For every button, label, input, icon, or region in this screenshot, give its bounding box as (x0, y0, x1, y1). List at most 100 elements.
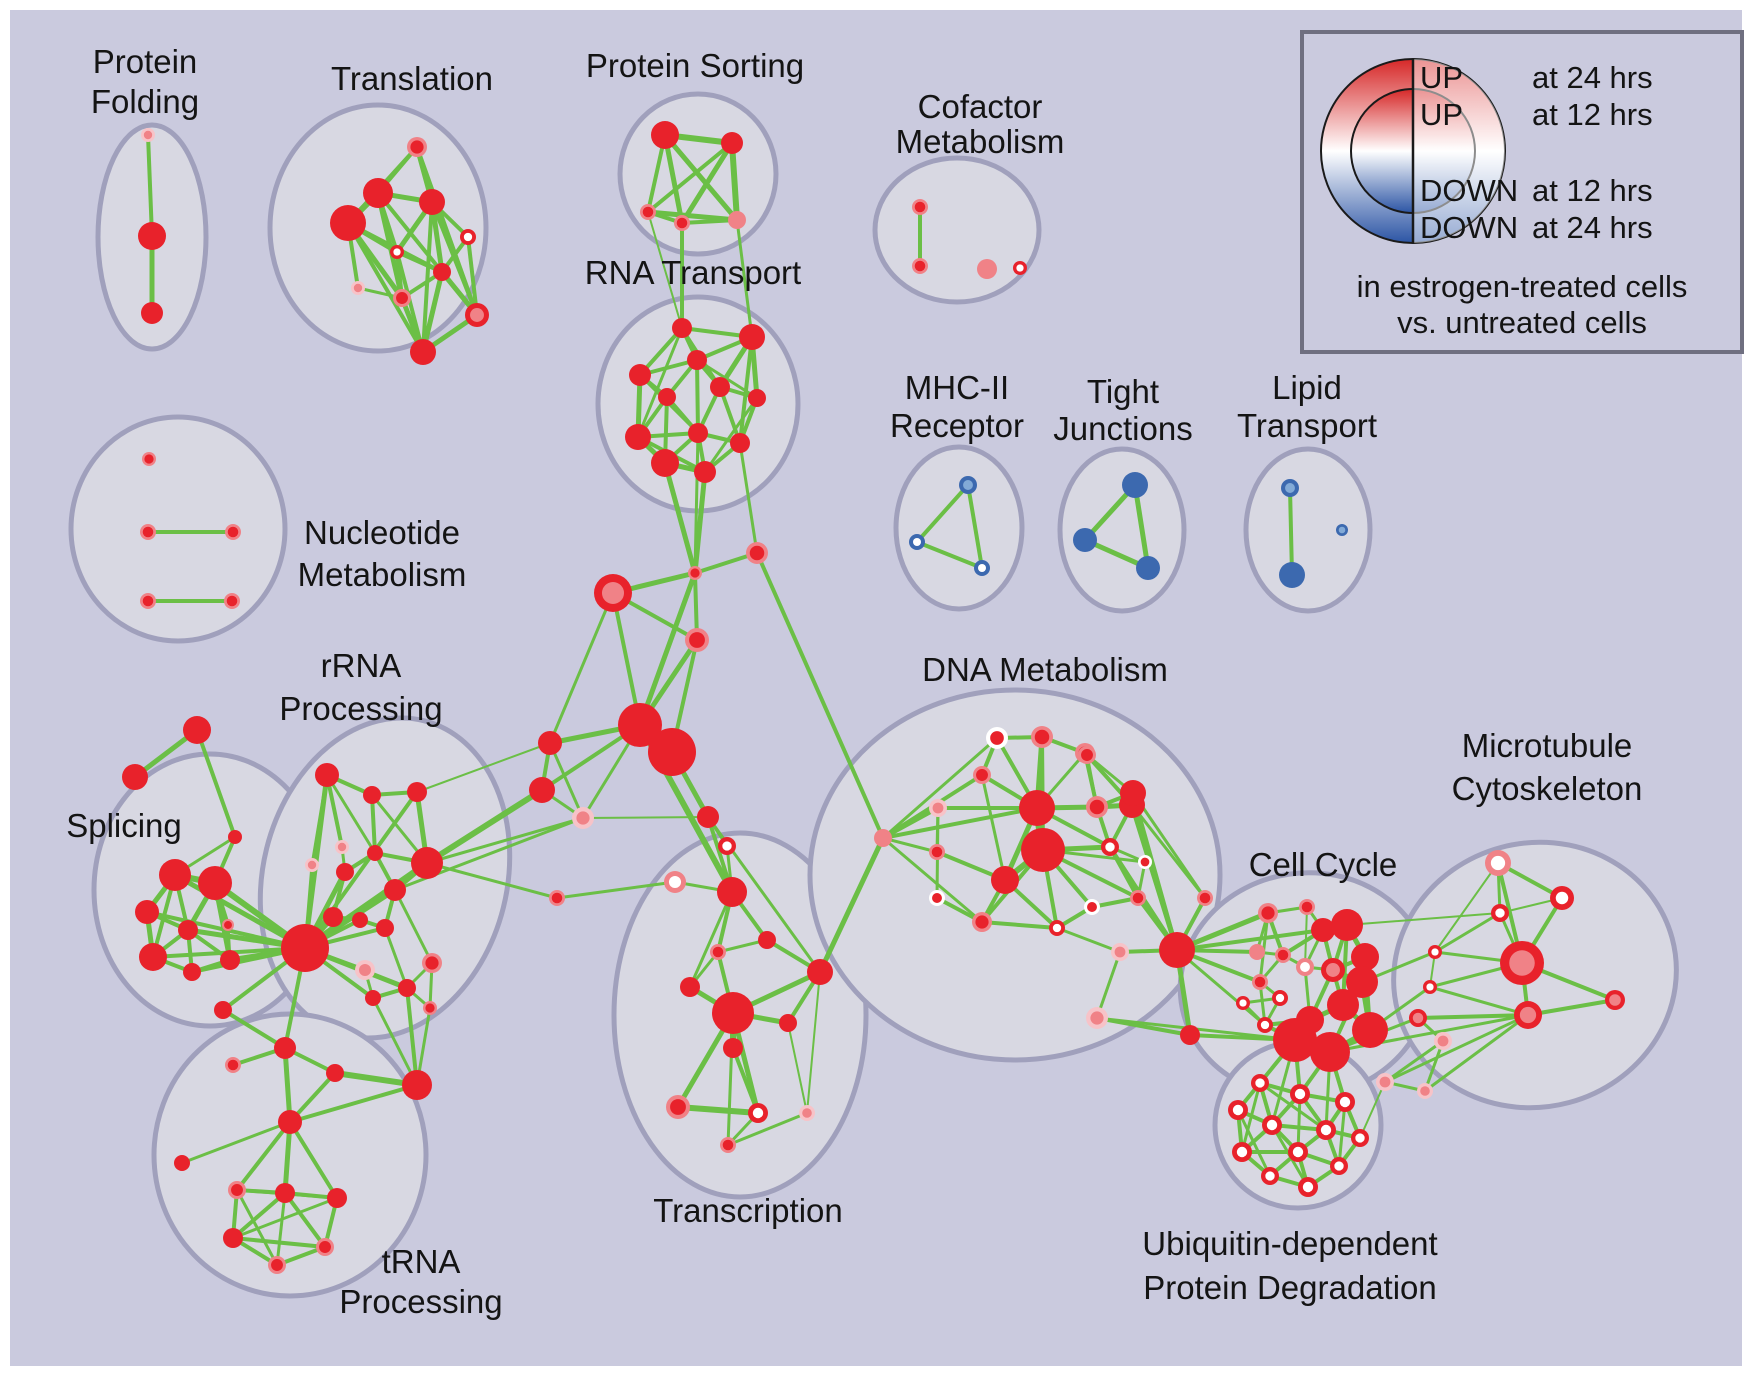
network-node (739, 324, 765, 350)
network-node (178, 920, 198, 940)
network-node-core (470, 308, 484, 322)
network-edge (1383, 1013, 1530, 1084)
network-node-core (1016, 264, 1024, 272)
network-edge (1433, 911, 1502, 954)
network-node-core (1105, 842, 1115, 852)
network-node (658, 388, 676, 406)
cluster-label-cell-cycle: Cell Cycle (1249, 846, 1398, 883)
network-node (697, 806, 719, 828)
network-edge (1288, 486, 1294, 577)
network-node-core (143, 130, 153, 140)
network-edge (1175, 948, 1267, 1027)
network-node (723, 1038, 743, 1058)
network-node-core (1412, 1012, 1424, 1024)
network-node-core (690, 568, 700, 578)
network-node (1021, 828, 1065, 872)
network-node-core (1302, 1181, 1314, 1193)
network-node (680, 977, 700, 997)
network-edge (1346, 912, 1501, 926)
network-node (419, 189, 445, 215)
network-node-core (1232, 1104, 1244, 1116)
network-node (327, 1188, 347, 1208)
network-node-core (931, 846, 943, 858)
network-edge (1055, 926, 1122, 954)
network-node-core (978, 564, 986, 572)
network-node (991, 866, 1019, 894)
network-edge (195, 728, 237, 839)
network-node (1327, 989, 1359, 1021)
network-node (326, 1064, 344, 1082)
network-node-core (1519, 1006, 1537, 1024)
cluster-label-translation: Translation (331, 60, 493, 97)
network-node (433, 263, 451, 281)
network-node (538, 731, 562, 755)
network-edge (283, 1191, 327, 1249)
legend-faded-half (1413, 59, 1505, 243)
network-node (323, 907, 343, 927)
network-node (278, 1110, 302, 1134)
network-node-core (1254, 976, 1266, 988)
network-node-core (226, 595, 238, 607)
network-node-core (1326, 963, 1340, 977)
network-node (1279, 562, 1305, 588)
network-node-core (1089, 799, 1105, 815)
network-edge (726, 1111, 809, 1147)
network-node (712, 992, 754, 1034)
network-edge (695, 358, 700, 435)
network-node-core (689, 632, 705, 648)
network-node-core (1420, 1086, 1430, 1096)
legend-down-24-time: at 24 hrs (1532, 210, 1653, 245)
network-node (672, 318, 692, 338)
cluster-label-nucleotide-metabolism: Nucleotide (304, 514, 460, 551)
network-edge (420, 269, 445, 355)
cluster-label-cofactor-metabolism: Metabolism (896, 123, 1065, 160)
network-node-core (1087, 902, 1097, 912)
legend-gradient-circle-icon (1320, 58, 1506, 244)
network-edge (662, 132, 740, 223)
network-edge (881, 736, 999, 840)
network-node (214, 1001, 232, 1019)
network-node (758, 931, 776, 949)
network-node-core (231, 1184, 243, 1196)
network-node (315, 763, 339, 787)
network-node-core (990, 731, 1004, 745)
network-node-core (142, 526, 154, 538)
network-node-core (676, 217, 688, 229)
network-node (183, 716, 211, 744)
network-node-core (1509, 950, 1535, 976)
network-edge (303, 790, 419, 950)
network-node-core (396, 292, 408, 304)
network-node-core (353, 283, 363, 293)
network-node-core (913, 538, 921, 546)
cluster-label-rna-transport: RNA Transport (585, 254, 801, 291)
network-edge (980, 920, 1059, 930)
network-node-core (1292, 1146, 1304, 1158)
network-node (748, 389, 766, 407)
network-edge (231, 1236, 327, 1249)
network-node-core (1338, 526, 1346, 534)
network-node (687, 350, 707, 370)
network-node (688, 423, 708, 443)
network-edge (1258, 1081, 1328, 1132)
legend-up-12-time: at 12 hrs (1532, 97, 1653, 132)
network-node-core (463, 232, 473, 242)
network-edge (425, 861, 559, 900)
network-node-core (601, 581, 625, 605)
network-edge (1434, 862, 1499, 953)
network-node (223, 1228, 243, 1248)
network-edge (393, 888, 434, 965)
legend-up-24-label: UP (1420, 60, 1463, 95)
network-node-core (227, 526, 239, 538)
cluster-bubble-lipid-transport (1243, 446, 1373, 614)
cluster-label-trna-processing: tRNA (382, 1243, 461, 1280)
cluster-label-nucleotide-metabolism: Metabolism (298, 556, 467, 593)
cluster-label-lipid-transport: Lipid (1272, 369, 1342, 406)
network-node-core (1261, 906, 1275, 920)
network-node (228, 830, 242, 844)
network-node (330, 205, 366, 241)
network-edge (735, 218, 754, 339)
network-edge (695, 358, 759, 400)
network-edge (787, 1022, 808, 1114)
network-edge (1132, 482, 1151, 571)
